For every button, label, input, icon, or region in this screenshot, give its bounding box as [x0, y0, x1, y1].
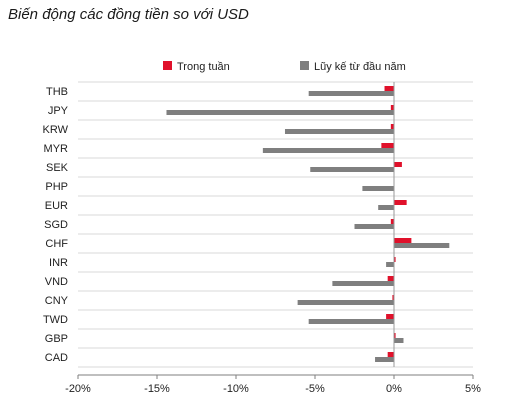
category-label-sgd: SGD: [44, 219, 68, 231]
x-tick-label: -5%: [305, 383, 325, 395]
category-label-twd: TWD: [43, 314, 68, 326]
bar-cny-ytd: [297, 300, 394, 305]
category-label-vnd: VND: [45, 276, 68, 288]
bar-krw-ytd: [284, 129, 394, 134]
category-label-krw: KRW: [43, 124, 69, 136]
legend-swatch-2: [300, 61, 309, 70]
bar-sgd-ytd: [354, 224, 394, 229]
bar-cny-week: [392, 295, 394, 300]
category-label-php: PHP: [45, 181, 68, 193]
bar-cad-week: [387, 352, 394, 357]
bar-eur-week: [394, 200, 407, 205]
bar-twd-ytd: [308, 319, 394, 324]
x-tick-label: -15%: [144, 383, 170, 395]
bar-chf-week: [394, 238, 412, 243]
legend-swatch-1: [163, 61, 172, 70]
category-label-myr: MYR: [44, 143, 69, 155]
bar-cad-ytd: [375, 357, 394, 362]
bar-jpy-week: [390, 105, 394, 110]
category-label-chf: CHF: [45, 238, 68, 250]
bar-myr-week: [381, 143, 394, 148]
category-label-eur: EUR: [45, 200, 68, 212]
category-label-cny: CNY: [45, 295, 69, 307]
bar-sgd-week: [390, 219, 394, 224]
legend-label-1: Trong tuần: [177, 61, 230, 73]
bar-sek-week: [394, 162, 402, 167]
x-tick-label: -10%: [223, 383, 249, 395]
x-axis: -20% -15% -10% -5% 0% 5%: [65, 374, 481, 395]
legend: Trong tuần Lũy kế từ đầu năm: [163, 61, 406, 73]
bar-sek-ytd: [310, 167, 394, 172]
bars: [166, 82, 450, 367]
x-tick-label: 0%: [386, 383, 402, 395]
category-labels: THB JPY KRW MYR SEK PHP EUR SGD CHF INR VND CNY TWD G…: [43, 86, 69, 364]
x-tick-label: -20%: [65, 383, 91, 395]
bar-jpy-ytd: [166, 110, 394, 115]
chart-title: Biến động các đồng tiền so với USD: [8, 6, 249, 23]
bar-thb-week: [384, 86, 394, 91]
bar-php-ytd: [362, 186, 394, 191]
category-label-jpy: JPY: [48, 105, 69, 117]
bar-krw-week: [390, 124, 394, 129]
bar-gbp-week: [394, 333, 396, 338]
bar-gbp-ytd: [394, 338, 404, 343]
legend-label-2: Lũy kế từ đầu năm: [314, 61, 406, 73]
category-label-inr: INR: [49, 257, 68, 269]
category-label-sek: SEK: [46, 162, 69, 174]
bar-inr-ytd: [386, 262, 394, 267]
row-separators: [78, 81, 473, 368]
bar-thb-ytd: [308, 91, 394, 96]
category-label-gbp: GBP: [45, 333, 68, 345]
category-label-thb: THB: [46, 86, 68, 98]
bar-myr-ytd: [262, 148, 394, 153]
bar-inr-week: [394, 257, 396, 262]
bar-chf-ytd: [394, 243, 450, 248]
x-tick-label: 5%: [465, 383, 481, 395]
bar-twd-week: [386, 314, 394, 319]
category-label-cad: CAD: [45, 352, 68, 364]
bar-eur-ytd: [378, 205, 394, 210]
bar-vnd-ytd: [332, 281, 394, 286]
bar-vnd-week: [387, 276, 394, 281]
